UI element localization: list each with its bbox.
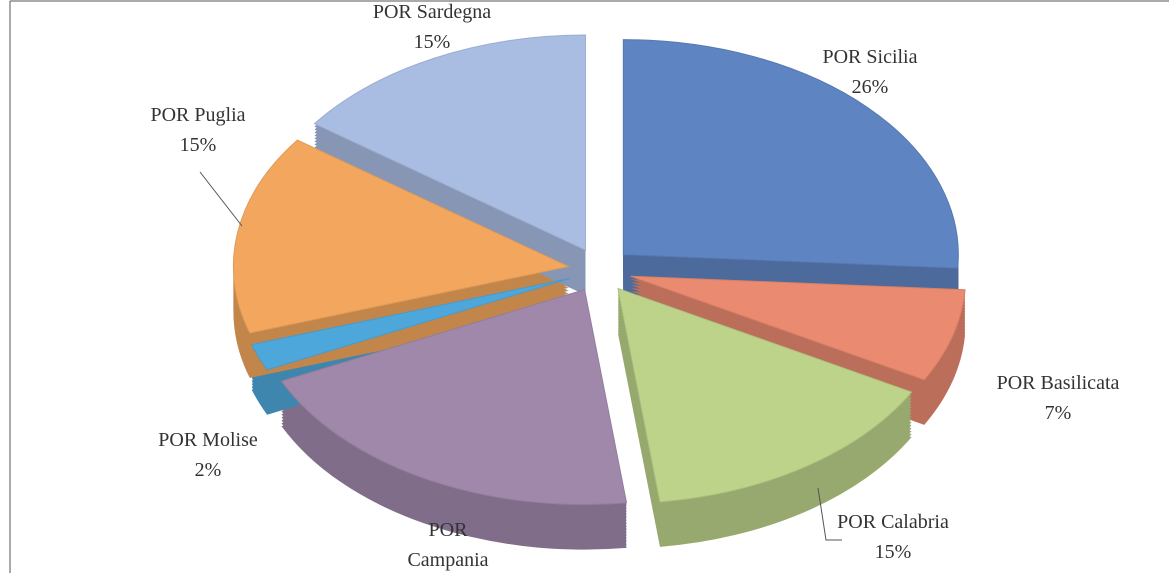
value-label: 2% (194, 459, 222, 481)
pie (232, 34, 966, 550)
category-label: POR Calabria (837, 511, 949, 533)
category-label: POR Sicilia (822, 46, 918, 68)
slice (313, 34, 586, 251)
leader-line (199, 171, 243, 227)
category-label: POR Sardegna (372, 1, 492, 23)
slice (630, 275, 966, 381)
value-label: 15% (874, 541, 912, 563)
slice (250, 277, 571, 371)
slice (232, 139, 570, 334)
slice (622, 39, 959, 269)
value-label: 15% (413, 31, 451, 53)
data-label: POR Sicilia 26% (770, 42, 970, 102)
category-label: POR Basilicata (996, 372, 1120, 394)
leader-line (817, 487, 842, 541)
data-label: POR Calabria 15% (793, 507, 993, 567)
data-label: POR Sardegna 15% (332, 0, 532, 57)
slice (280, 288, 628, 506)
data-label: POR Basilicata 7% (968, 368, 1148, 428)
category-label: POR Puglia (150, 104, 246, 126)
data-label: POR Campania (388, 515, 508, 573)
category-label: POR Campania (407, 519, 489, 571)
value-label: 15% (179, 134, 217, 156)
category-label: POR Molise (158, 429, 258, 451)
slice (617, 287, 913, 503)
data-label: POR Puglia 15% (118, 100, 278, 160)
pie-tops (232, 34, 966, 506)
data-label: POR Molise 2% (128, 425, 288, 485)
value-label: 26% (851, 76, 889, 98)
value-label: 7% (1044, 402, 1072, 424)
